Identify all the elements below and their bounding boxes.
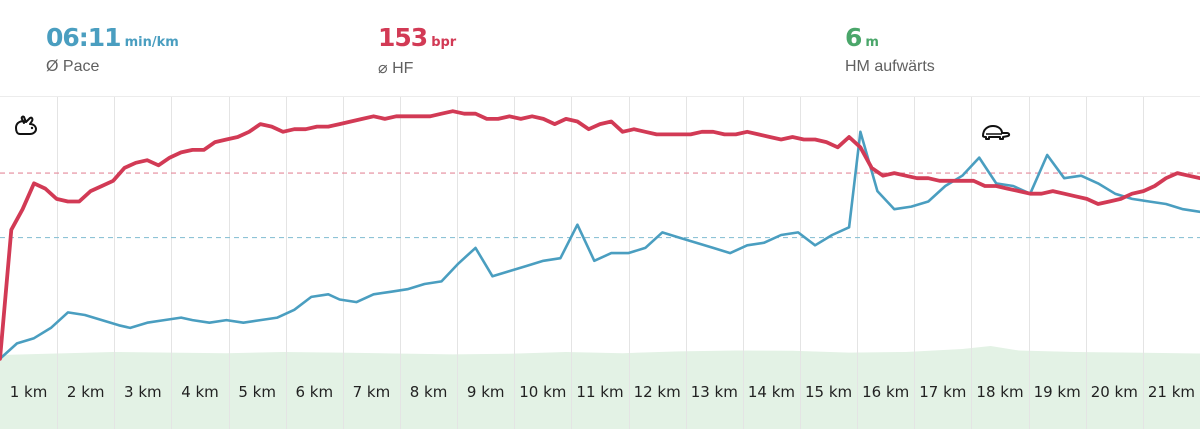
x-tick-label: 3 km xyxy=(124,383,162,401)
x-tick-label: 8 km xyxy=(410,383,448,401)
x-tick-label: 5 km xyxy=(238,383,276,401)
elevation-area xyxy=(0,346,1200,429)
x-tick-label: 17 km xyxy=(919,383,966,401)
stat-elevation-up-label: HM aufwärts xyxy=(845,58,935,75)
heart-rate-series-line xyxy=(0,109,1200,361)
series-lines xyxy=(0,109,1200,361)
stat-avg-pace-value: 06:11 xyxy=(46,23,122,52)
stat-avg-hf: 153 bpr ⌀ HF xyxy=(378,24,456,78)
x-tick-label: 4 km xyxy=(181,383,219,401)
x-tick-label: 2 km xyxy=(67,383,105,401)
x-axis-labels: 1 km 2 km 3 km 4 km 5 km 6 km 7 km 8 km 9 km 10 k… xyxy=(10,383,1195,401)
elevation-layer xyxy=(0,346,1200,429)
pace-series-line xyxy=(0,130,1200,361)
stat-avg-hf-unit: bpr xyxy=(431,35,457,50)
x-tick-label: 11 km xyxy=(576,383,623,401)
rabbit-icon xyxy=(15,115,37,135)
x-tick-label: 6 km xyxy=(295,383,333,401)
x-tick-label: 14 km xyxy=(748,383,795,401)
stat-elevation-up-value: 6 xyxy=(845,23,862,52)
x-tick-label: 13 km xyxy=(691,383,738,401)
x-tick-label: 20 km xyxy=(1091,383,1138,401)
x-tick-label: 15 km xyxy=(805,383,852,401)
x-tick-label: 18 km xyxy=(976,383,1023,401)
stat-avg-pace: 06:11 min/km Ø Pace xyxy=(46,24,179,76)
average-lines xyxy=(0,172,1200,239)
stat-avg-pace-unit: min/km xyxy=(124,35,179,50)
stat-avg-hf-value: 153 xyxy=(378,23,428,52)
activity-chart-svg: 1 km 2 km 3 km 4 km 5 km 6 km 7 km 8 km 9 km 10 k… xyxy=(0,96,1200,429)
stat-elevation-up-unit: m xyxy=(865,35,879,50)
x-tick-label: 1 km xyxy=(10,383,48,401)
stat-avg-hf-label: ⌀ HF xyxy=(378,60,414,77)
x-tick-label: 19 km xyxy=(1034,383,1081,401)
turtle-icon xyxy=(982,125,1011,140)
x-tick-label: 16 km xyxy=(862,383,909,401)
x-tick-label: 12 km xyxy=(634,383,681,401)
activity-chart: 1 km 2 km 3 km 4 km 5 km 6 km 7 km 8 km 9 km 10 k… xyxy=(0,96,1200,429)
x-tick-label: 21 km xyxy=(1148,383,1195,401)
x-tick-label: 9 km xyxy=(467,383,505,401)
x-tick-label: 7 km xyxy=(353,383,391,401)
x-tick-label: 10 km xyxy=(519,383,566,401)
stat-avg-pace-label: Ø Pace xyxy=(46,58,100,75)
